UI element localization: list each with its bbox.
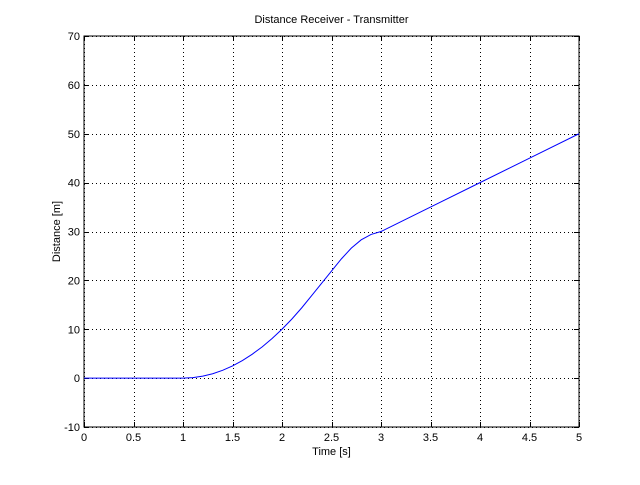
x-tick-label: 0 [81, 432, 87, 444]
x-tick-label: 2.5 [324, 432, 339, 444]
x-tick-label: 5 [576, 432, 582, 444]
x-tick-label: 4.5 [522, 432, 537, 444]
y-tick-label: 20 [68, 275, 80, 287]
x-tick-label: 2 [279, 432, 285, 444]
y-tick-label: 70 [68, 31, 80, 43]
series-line [84, 133, 580, 379]
y-tick-label: 30 [68, 227, 80, 239]
x-tick-label: 1 [180, 432, 186, 444]
plot-area [83, 35, 580, 428]
y-tick-label: 60 [68, 80, 80, 92]
x-axis-label: Time [s] [312, 446, 351, 458]
y-tick-label: -10 [64, 422, 80, 434]
x-tick-label: 0.5 [126, 432, 141, 444]
x-tick-label: 1.5 [225, 432, 240, 444]
y-tick-label: 10 [68, 324, 80, 336]
x-tick-label: 4 [477, 432, 483, 444]
x-tick-label: 3.5 [423, 432, 438, 444]
y-tick-label: 40 [68, 178, 80, 190]
axis-ticks [84, 36, 580, 428]
y-tick-label: 0 [74, 373, 80, 385]
grid [84, 36, 580, 428]
x-tick-label: 3 [378, 432, 384, 444]
y-tick-label: 50 [68, 129, 80, 141]
chart-title: Distance Receiver - Transmitter [254, 14, 408, 26]
y-axis-label: Distance [m] [51, 201, 63, 262]
